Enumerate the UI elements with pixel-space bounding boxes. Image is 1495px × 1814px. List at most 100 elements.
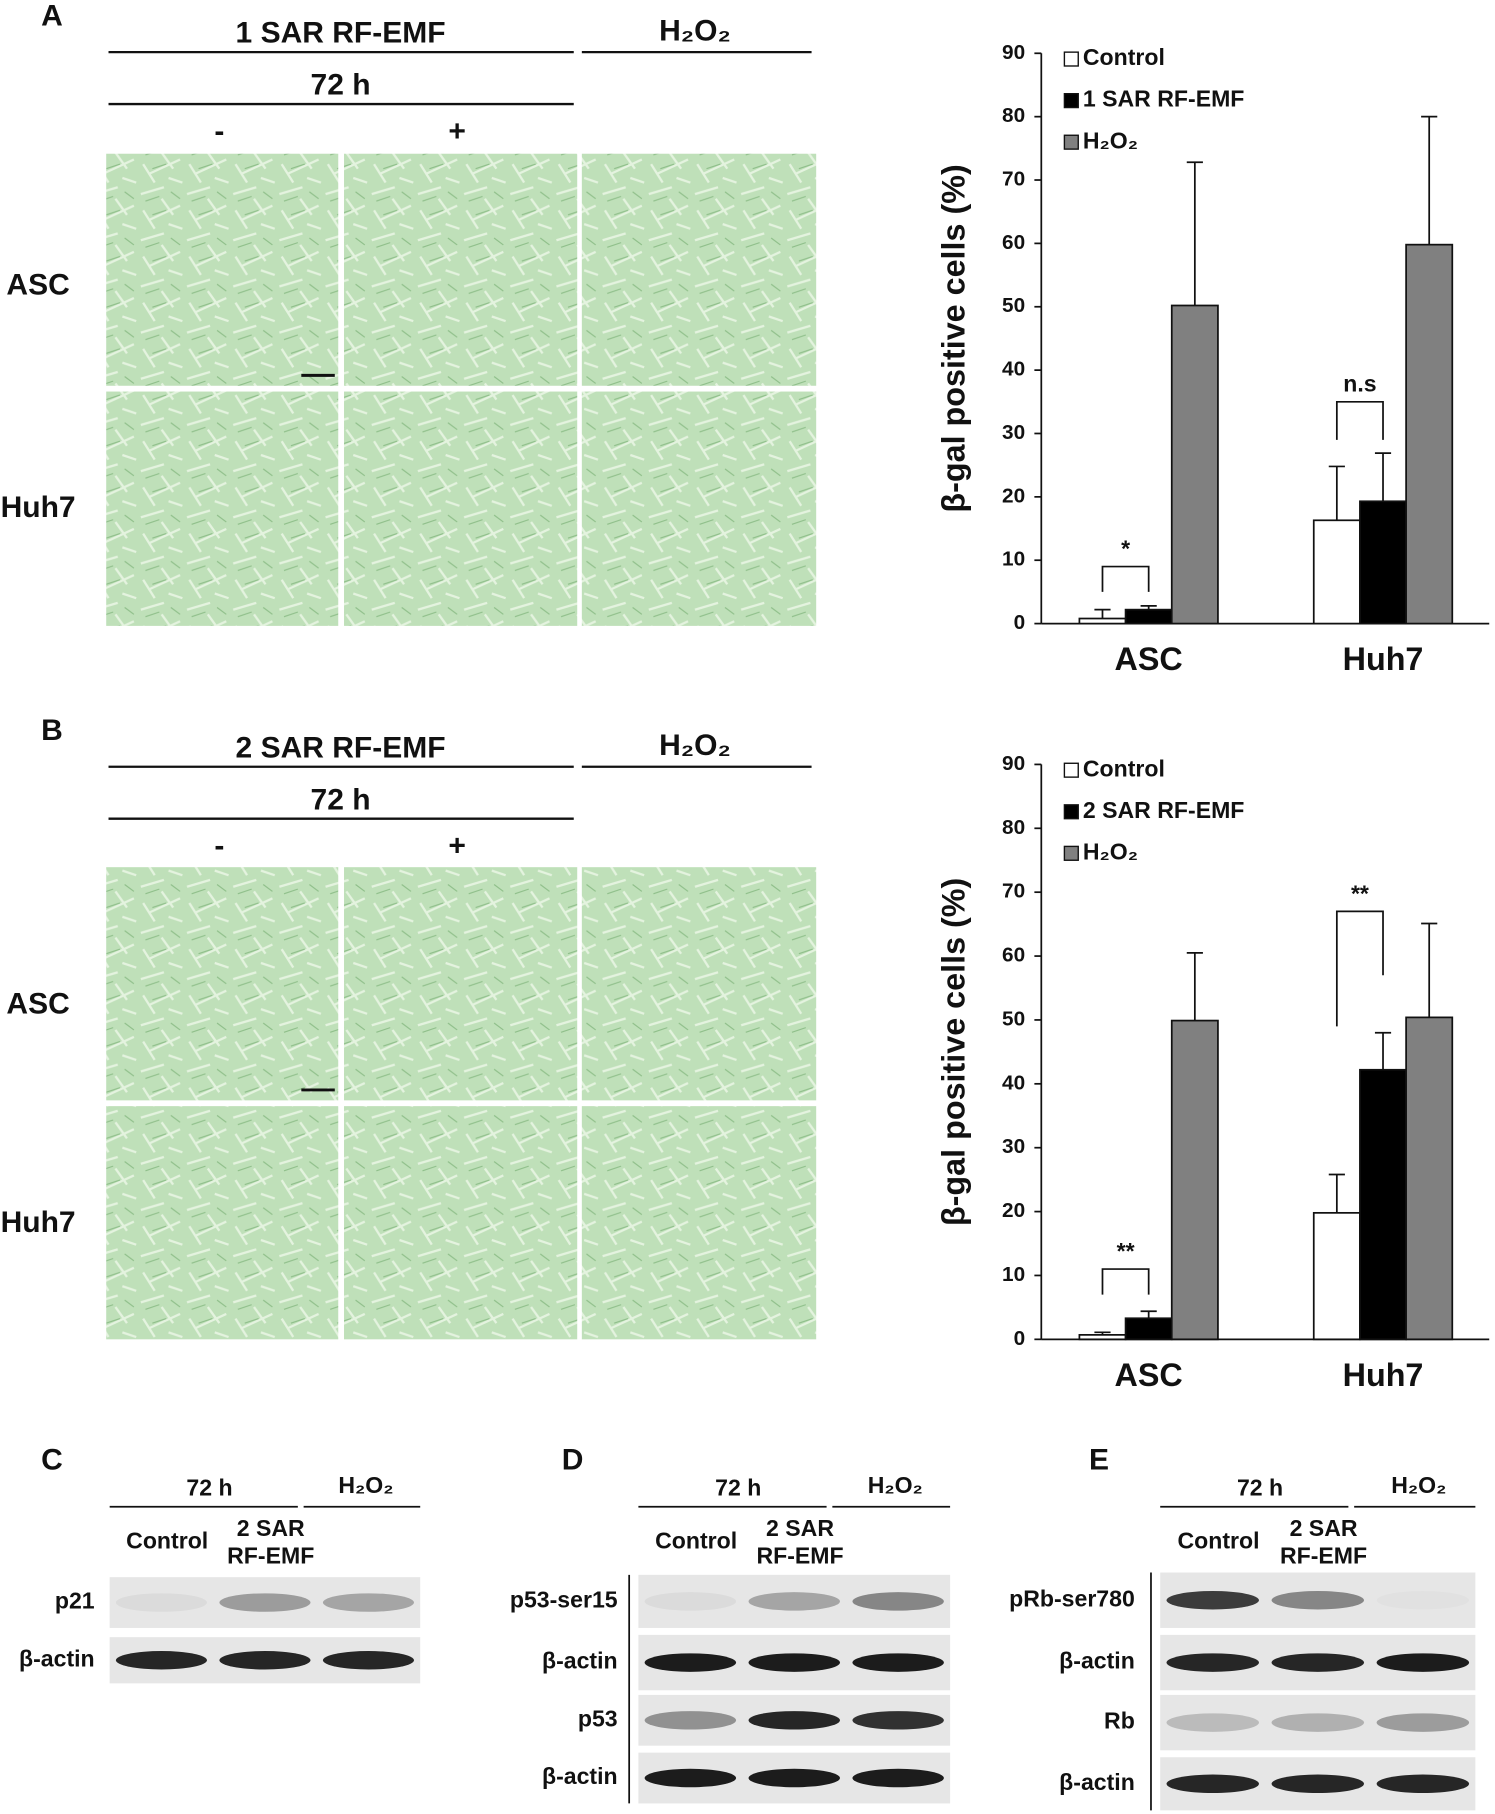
error-bar <box>1374 452 1392 502</box>
bar <box>1312 1211 1361 1341</box>
band <box>1376 1653 1470 1672</box>
band <box>322 1651 415 1670</box>
y-tick-label: 50 <box>1002 294 1025 317</box>
error-bar <box>1421 115 1438 245</box>
legend-label: 2 SAR RF-EMF <box>1083 797 1245 823</box>
y-tick-label: 90 <box>1002 41 1025 64</box>
lane-label: RF-EMF <box>756 1543 843 1569</box>
micrograph <box>344 1106 578 1340</box>
significance-label: ** <box>1117 1238 1135 1264</box>
band <box>1271 1653 1365 1672</box>
row-label: ASC <box>6 268 69 301</box>
micrograph <box>344 153 578 386</box>
blot-label: p53 <box>578 1705 618 1731</box>
legend-label: H₂O₂ <box>1083 838 1138 864</box>
lane-label: 2 SAR <box>237 1515 305 1541</box>
significance-label: ** <box>1351 880 1369 906</box>
micrograph <box>581 153 817 386</box>
blot-label: p53-ser15 <box>510 1586 618 1612</box>
y-tick-label: 80 <box>1002 816 1025 839</box>
panel-letter: E <box>1089 1444 1109 1477</box>
x-tick-label: Huh7 <box>1343 1357 1424 1393</box>
y-tick-label: 90 <box>1002 752 1025 775</box>
error-bar <box>1186 161 1203 306</box>
band <box>322 1593 415 1612</box>
band <box>644 1653 737 1672</box>
band <box>1166 1713 1259 1732</box>
lane-label: 2 SAR <box>766 1515 834 1541</box>
bar <box>1405 1016 1454 1341</box>
legend-label: Control <box>1083 44 1165 70</box>
bar <box>1078 1334 1127 1341</box>
plus: + <box>448 829 466 862</box>
micrograph <box>344 391 578 626</box>
panel-letter: B <box>41 714 63 747</box>
significance-bracket <box>1335 400 1384 440</box>
error-bar <box>1094 1331 1111 1335</box>
lane-label: Control <box>1177 1528 1259 1554</box>
time: 72 h <box>715 1475 761 1501</box>
band <box>852 1768 944 1788</box>
y-tick-label: 80 <box>1002 104 1025 127</box>
band <box>1166 1774 1259 1794</box>
legend-label: 1 SAR RF-EMF <box>1083 86 1245 112</box>
error-bar <box>1140 604 1157 610</box>
header: 1 SAR RF-EMF <box>236 17 446 50</box>
bar <box>1170 304 1219 625</box>
bar <box>1359 500 1407 625</box>
significance-label: * <box>1121 535 1130 561</box>
band <box>115 1651 207 1670</box>
y-tick-label: 50 <box>1002 1007 1025 1030</box>
header: 2 SAR RF-EMF <box>236 731 446 764</box>
micrograph <box>106 153 339 386</box>
row-label: Huh7 <box>1 1206 76 1239</box>
band <box>219 1651 311 1670</box>
band <box>644 1592 737 1611</box>
band <box>1271 1591 1365 1610</box>
blot-label: β-actin <box>1059 1769 1135 1795</box>
band <box>644 1711 737 1730</box>
row-label: ASC <box>6 988 69 1021</box>
y-tick-label: 70 <box>1002 168 1025 191</box>
band <box>852 1592 944 1611</box>
time: 72 h <box>311 783 371 816</box>
y-tick-label: 60 <box>1002 944 1025 967</box>
h2o2-header: H₂O₂ <box>338 1472 393 1498</box>
y-tick-label: 10 <box>1002 1263 1025 1286</box>
error-bar <box>1094 608 1111 619</box>
error-bar <box>1421 922 1438 1018</box>
band <box>644 1768 737 1788</box>
micrograph <box>106 391 339 626</box>
significance-bracket <box>1335 910 1384 1027</box>
bar <box>1359 1068 1407 1341</box>
band <box>852 1653 944 1672</box>
band <box>219 1593 311 1612</box>
blot-label: β-actin <box>542 1763 618 1789</box>
significance-bracket <box>1101 565 1150 592</box>
y-tick-label: 40 <box>1002 1071 1025 1094</box>
bar <box>1170 1019 1219 1341</box>
bar <box>1312 519 1361 625</box>
x-tick-label: ASC <box>1115 1357 1183 1393</box>
band <box>748 1653 840 1672</box>
error-bar <box>1328 465 1345 521</box>
band <box>748 1711 840 1730</box>
significance-bracket <box>1101 1268 1150 1295</box>
time: 72 h <box>186 1475 232 1501</box>
legend-label: Control <box>1083 755 1165 781</box>
blot-strip <box>109 1577 421 1628</box>
legend-swatch <box>1063 762 1079 778</box>
band <box>748 1592 840 1611</box>
micrograph <box>106 1106 339 1340</box>
legend-swatch <box>1063 845 1079 861</box>
lane-label: Control <box>655 1528 737 1554</box>
y-axis-label: β-gal positive cells (%) <box>935 878 971 1226</box>
plus: + <box>448 115 466 148</box>
blot-label: pRb-ser780 <box>1009 1585 1135 1611</box>
blot-strip <box>638 1574 951 1628</box>
bar <box>1405 243 1454 625</box>
micrograph <box>581 391 817 626</box>
band <box>1376 1774 1470 1794</box>
legend-label: H₂O₂ <box>1083 127 1138 153</box>
